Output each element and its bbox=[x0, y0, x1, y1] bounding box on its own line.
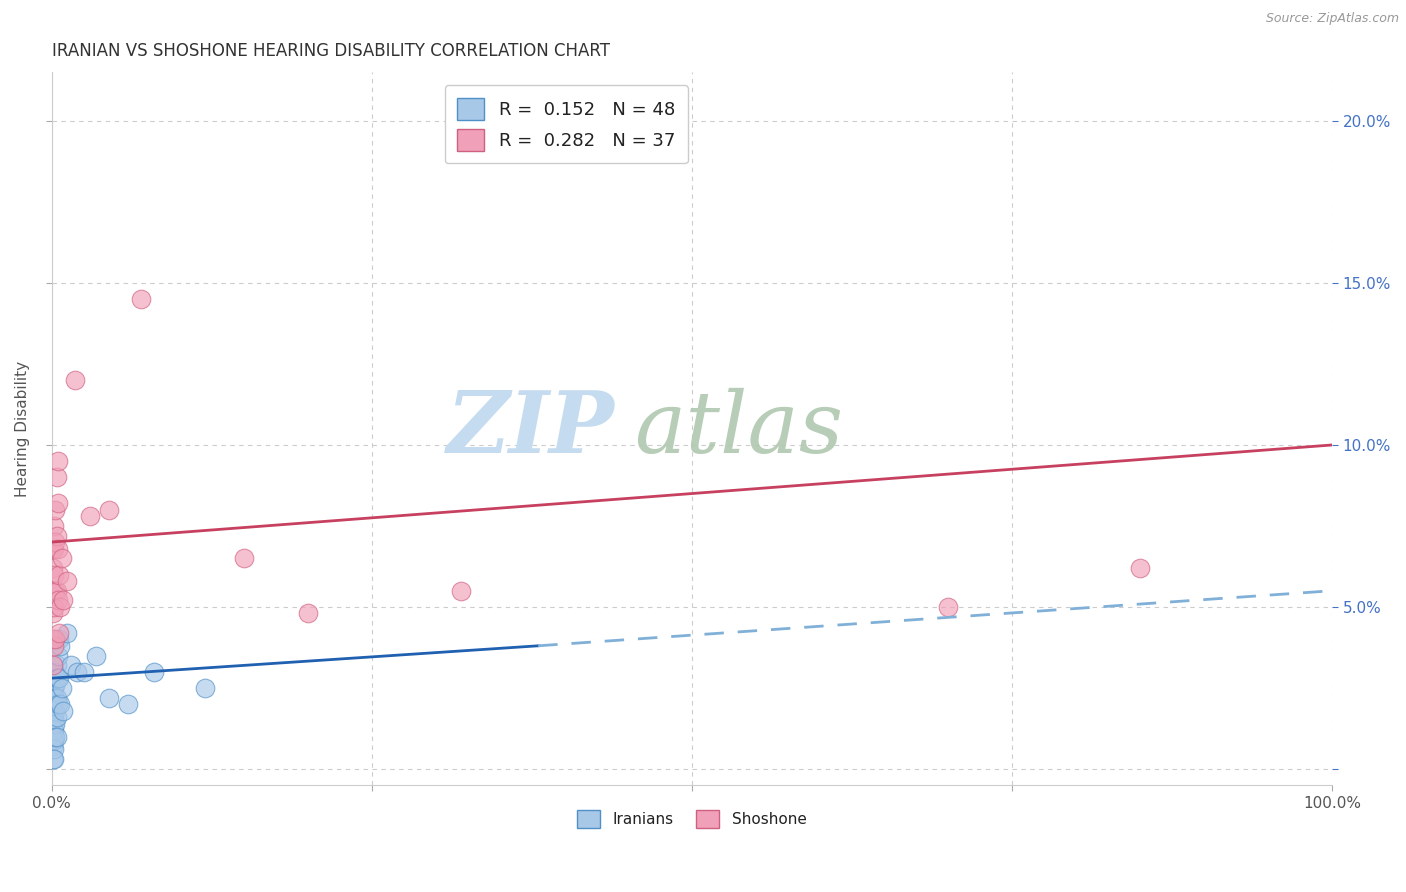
Point bbox=[42, 690, 65, 705]
Point bbox=[45, 529, 67, 543]
Point bbox=[44, 583, 66, 598]
Text: ZIP: ZIP bbox=[447, 387, 614, 470]
Point bbox=[63, 373, 86, 387]
Point bbox=[52, 593, 75, 607]
Point bbox=[45, 658, 67, 673]
Point bbox=[117, 697, 139, 711]
Point bbox=[129, 292, 152, 306]
Point bbox=[1129, 561, 1152, 575]
Point bbox=[194, 681, 217, 695]
Point bbox=[42, 607, 65, 621]
Point bbox=[48, 625, 70, 640]
Point bbox=[42, 704, 65, 718]
Point bbox=[42, 541, 65, 556]
Point bbox=[42, 710, 65, 724]
Point bbox=[44, 632, 66, 647]
Point bbox=[45, 730, 67, 744]
Point bbox=[56, 574, 79, 588]
Point bbox=[49, 697, 72, 711]
Point bbox=[42, 739, 65, 754]
Point bbox=[48, 567, 70, 582]
Point bbox=[45, 690, 67, 705]
Point bbox=[42, 732, 65, 747]
Point bbox=[51, 681, 73, 695]
Point bbox=[98, 690, 121, 705]
Point bbox=[44, 730, 66, 744]
Point bbox=[79, 509, 101, 524]
Point bbox=[72, 665, 94, 679]
Point bbox=[86, 648, 108, 663]
Point bbox=[46, 496, 69, 510]
Point bbox=[450, 583, 472, 598]
Point bbox=[42, 700, 65, 714]
Y-axis label: Hearing Disability: Hearing Disability bbox=[15, 360, 30, 497]
Point bbox=[49, 639, 72, 653]
Point bbox=[98, 502, 121, 516]
Point bbox=[46, 671, 69, 685]
Point bbox=[44, 502, 66, 516]
Point bbox=[42, 681, 65, 695]
Point bbox=[42, 752, 65, 766]
Point bbox=[44, 690, 66, 705]
Point bbox=[44, 535, 66, 549]
Point bbox=[42, 742, 65, 756]
Point bbox=[232, 551, 254, 566]
Point bbox=[143, 665, 166, 679]
Point bbox=[46, 648, 69, 663]
Point bbox=[45, 671, 67, 685]
Point bbox=[42, 639, 65, 653]
Point bbox=[46, 593, 69, 607]
Point bbox=[48, 632, 70, 647]
Point bbox=[42, 599, 65, 614]
Point bbox=[46, 541, 69, 556]
Point bbox=[42, 658, 65, 673]
Point bbox=[42, 723, 65, 737]
Point bbox=[56, 625, 79, 640]
Point bbox=[42, 519, 65, 533]
Point bbox=[48, 671, 70, 685]
Point bbox=[42, 541, 65, 556]
Text: atlas: atlas bbox=[634, 387, 844, 470]
Point bbox=[42, 714, 65, 728]
Point bbox=[44, 665, 66, 679]
Point bbox=[46, 697, 69, 711]
Text: Source: ZipAtlas.com: Source: ZipAtlas.com bbox=[1265, 12, 1399, 25]
Point bbox=[42, 583, 65, 598]
Point bbox=[42, 730, 65, 744]
Point bbox=[42, 681, 65, 695]
Point bbox=[51, 551, 73, 566]
Point bbox=[297, 607, 319, 621]
Point bbox=[42, 752, 65, 766]
Point bbox=[46, 454, 69, 468]
Point bbox=[936, 599, 959, 614]
Point bbox=[52, 704, 75, 718]
Text: IRANIAN VS SHOSHONE HEARING DISABILITY CORRELATION CHART: IRANIAN VS SHOSHONE HEARING DISABILITY C… bbox=[52, 42, 610, 60]
Point bbox=[42, 674, 65, 689]
Point bbox=[44, 678, 66, 692]
Point bbox=[42, 561, 65, 575]
Point bbox=[49, 599, 72, 614]
Point bbox=[44, 716, 66, 731]
Point bbox=[42, 567, 65, 582]
Legend: Iranians, Shoshone: Iranians, Shoshone bbox=[571, 804, 813, 835]
Point bbox=[66, 665, 89, 679]
Point bbox=[42, 665, 65, 679]
Point bbox=[42, 671, 65, 685]
Point bbox=[42, 690, 65, 705]
Point bbox=[45, 470, 67, 484]
Point bbox=[45, 710, 67, 724]
Point bbox=[42, 632, 65, 647]
Point bbox=[45, 583, 67, 598]
Point bbox=[42, 720, 65, 734]
Point bbox=[59, 658, 82, 673]
Point bbox=[44, 704, 66, 718]
